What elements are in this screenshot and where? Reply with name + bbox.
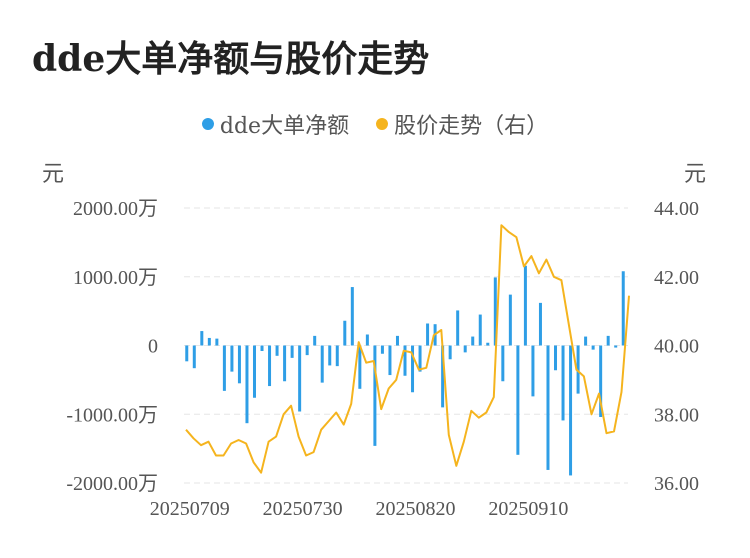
bar [531, 345, 535, 397]
bar [463, 345, 467, 353]
bar [275, 345, 279, 356]
bar [456, 310, 460, 346]
bar [215, 338, 219, 346]
bar [230, 345, 234, 372]
bar [388, 345, 392, 376]
legend-line-swatch [376, 118, 389, 130]
bar [523, 265, 527, 346]
x-tick-label: 20250910 [488, 498, 568, 520]
bar [252, 345, 256, 398]
bar [268, 345, 272, 387]
bar [501, 345, 505, 382]
legend: dde大单净额 股价走势（右） [0, 108, 750, 140]
y-left-tick-label: 0 [148, 336, 158, 358]
bar [561, 345, 565, 421]
bar [222, 345, 226, 391]
bar [358, 345, 362, 389]
y-left-tick-label: -2000.00万 [66, 473, 158, 495]
legend-bar-label: dde大单净额 [219, 114, 350, 139]
bar [283, 345, 287, 382]
bar [441, 345, 445, 408]
legend-line-label: 股价走势（右） [394, 114, 549, 139]
y-left-tick-label: -1000.00万 [66, 404, 158, 426]
price-line [185, 224, 630, 474]
bar [584, 336, 588, 346]
bar [418, 345, 422, 372]
bar [305, 345, 309, 356]
bar [245, 345, 249, 424]
bar [478, 314, 482, 346]
bar [576, 345, 580, 394]
y-right-tick-label: 36.00 [654, 473, 699, 495]
bar [237, 345, 241, 384]
left-axis-unit: 元 [42, 162, 65, 187]
bar [320, 345, 324, 383]
bar [599, 345, 603, 417]
bar [493, 277, 497, 346]
bar [591, 345, 595, 350]
x-tick-label: 20250730 [263, 498, 343, 520]
bar [207, 337, 211, 346]
bar [403, 345, 407, 376]
bar [411, 345, 415, 393]
legend-item-bars[interactable]: dde大单净额 [201, 108, 350, 140]
y-right-tick-label: 38.00 [654, 404, 699, 426]
y-left-tick-label: 1000.00万 [73, 267, 158, 289]
bar [192, 345, 196, 369]
bar [508, 294, 512, 346]
y-right-tick-label: 44.00 [654, 198, 699, 220]
bar [546, 345, 550, 470]
y-right-tick-label: 40.00 [654, 336, 699, 358]
bar [313, 335, 317, 346]
bar [380, 345, 384, 354]
bar [260, 345, 264, 351]
bar [486, 342, 490, 346]
y-left-tick-label: 2000.00万 [73, 198, 158, 220]
bar [471, 336, 475, 346]
x-tick-label: 20250709 [150, 498, 230, 520]
bar [350, 287, 354, 346]
right-axis-unit: 元 [684, 162, 707, 187]
legend-bar-swatch [201, 118, 214, 130]
bar [554, 345, 558, 371]
bar [538, 302, 542, 346]
bar [343, 320, 347, 346]
bar [290, 345, 294, 358]
bar [298, 345, 302, 412]
bar [606, 335, 610, 346]
legend-item-line[interactable]: 股价走势（右） [376, 108, 548, 140]
bar [448, 345, 452, 360]
bar [335, 345, 339, 367]
bar [426, 323, 430, 346]
bar [365, 334, 369, 346]
y-right-tick-label: 42.00 [654, 267, 699, 289]
bar [373, 345, 377, 446]
bar [569, 345, 573, 476]
chart-title: dde大单净额与股价走势 [32, 38, 430, 80]
bar [621, 271, 625, 346]
bar [395, 335, 399, 346]
bar [516, 345, 520, 455]
bar [328, 345, 332, 366]
bar [185, 345, 189, 362]
x-tick-label: 20250820 [376, 498, 456, 520]
bar [200, 331, 204, 346]
bar [614, 345, 618, 348]
